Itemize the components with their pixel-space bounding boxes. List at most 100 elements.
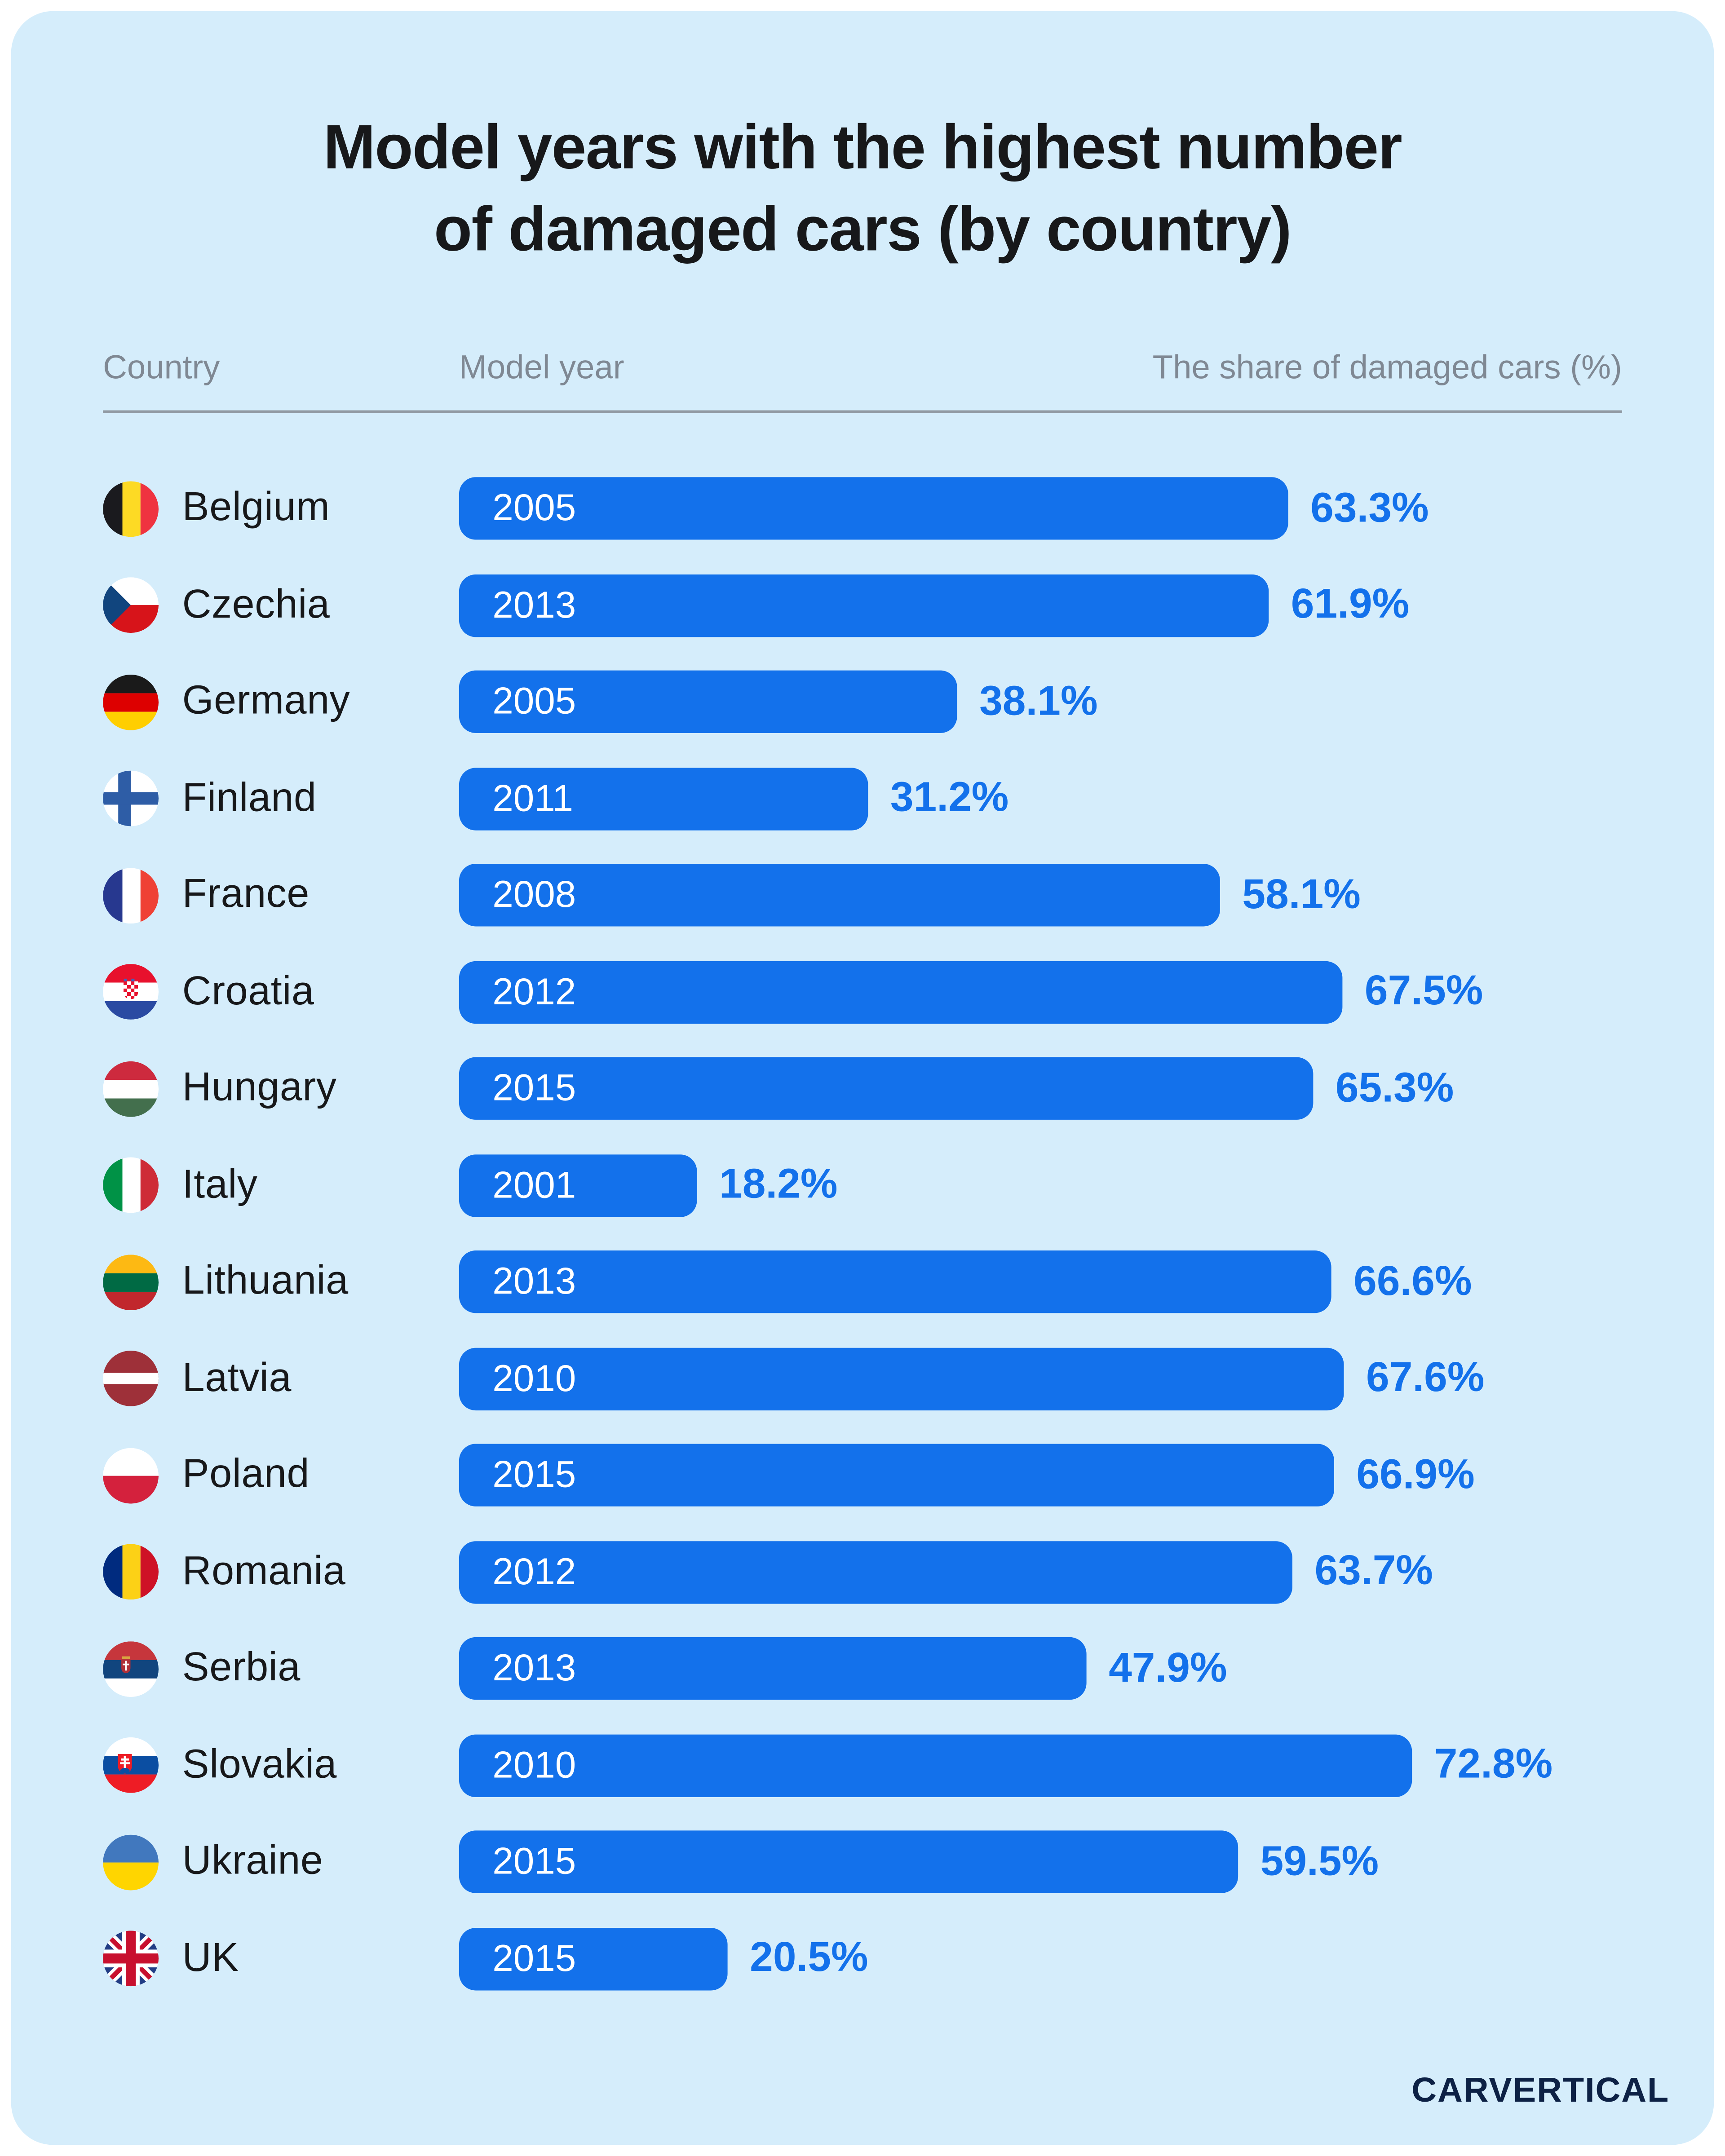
- bar-croatia: 2012: [459, 960, 1343, 1023]
- bar-latvia: 2010: [459, 1347, 1344, 1410]
- table-row-slovakia: Slovakia 2010 72.8%: [103, 1717, 1622, 1813]
- country-label: Ukraine: [182, 1839, 323, 1884]
- country-label: Lithuania: [182, 1259, 349, 1303]
- model-year-label: 2013: [492, 583, 576, 626]
- table-header-country: Country: [103, 349, 220, 387]
- model-year-label: 2008: [492, 873, 576, 915]
- country-label: Latvia: [182, 1355, 292, 1400]
- table-row-serbia: Serbia 2013 47.9%: [103, 1620, 1622, 1717]
- bar-chart: Belgium 2005 63.3% Czechia 2013 61.9% Ge…: [103, 460, 1622, 2007]
- hungary-flag-icon: [103, 1060, 159, 1117]
- model-year-label: 2015: [492, 1454, 576, 1496]
- model-year-label: 2012: [492, 1550, 576, 1592]
- bar-germany: 2005: [459, 670, 957, 733]
- share-value-label: 47.9%: [1109, 1645, 1227, 1691]
- table-row-france: France 2008 58.1%: [103, 847, 1622, 943]
- page-title: Model years with the highest number of d…: [103, 106, 1622, 271]
- share-value-label: 66.9%: [1356, 1451, 1475, 1498]
- share-value-label: 65.3%: [1335, 1065, 1454, 1111]
- bar-uk: 2015: [459, 1927, 728, 1990]
- share-value-label: 63.3%: [1310, 485, 1429, 531]
- share-value-label: 72.8%: [1434, 1741, 1553, 1788]
- share-value-label: 66.6%: [1353, 1258, 1472, 1304]
- country-label: Croatia: [182, 969, 314, 1014]
- czechia-flag-icon: [103, 577, 159, 633]
- bar-poland: 2015: [459, 1444, 1334, 1507]
- share-value-label: 18.2%: [719, 1161, 838, 1208]
- bar-slovakia: 2010: [459, 1734, 1412, 1797]
- table-row-belgium: Belgium 2005 63.3%: [103, 460, 1622, 557]
- model-year-label: 2005: [492, 680, 576, 722]
- country-label: Belgium: [182, 485, 330, 530]
- country-label: Romania: [182, 1549, 346, 1594]
- romania-flag-icon: [103, 1544, 159, 1600]
- model-year-label: 2010: [492, 1743, 576, 1785]
- table-row-czechia: Czechia 2013 61.9%: [103, 557, 1622, 654]
- belgium-flag-icon: [103, 481, 159, 536]
- model-year-label: 2015: [492, 1067, 576, 1109]
- table-row-ukraine: Ukraine 2015 59.5%: [103, 1814, 1622, 1910]
- bar-lithuania: 2013: [459, 1250, 1331, 1313]
- share-value-label: 20.5%: [750, 1935, 868, 1981]
- bar-serbia: 2013: [459, 1637, 1087, 1700]
- latvia-flag-icon: [103, 1351, 159, 1406]
- bar-italy: 2001: [459, 1153, 697, 1217]
- model-year-label: 2012: [492, 970, 576, 1012]
- model-year-label: 2013: [492, 1647, 576, 1689]
- bar-france: 2008: [459, 864, 1220, 927]
- slovakia-flag-icon: [103, 1737, 159, 1793]
- bar-belgium: 2005: [459, 477, 1288, 540]
- model-year-label: 2010: [492, 1357, 576, 1399]
- finland-flag-icon: [103, 770, 159, 826]
- table-row-hungary: Hungary 2015 65.3%: [103, 1040, 1622, 1137]
- table-row-germany: Germany 2005 38.1%: [103, 654, 1622, 750]
- table-row-uk: UK 2015 20.5%: [103, 1910, 1622, 2007]
- share-value-label: 38.1%: [979, 678, 1098, 724]
- poland-flag-icon: [103, 1447, 159, 1503]
- table-header-share: The share of damaged cars (%): [1152, 349, 1622, 387]
- model-year-label: 2005: [492, 486, 576, 529]
- country-label: Finland: [182, 775, 317, 820]
- table-row-croatia: Croatia 2012 67.5%: [103, 943, 1622, 1040]
- carvertical-logo: CARVERTICAL: [1411, 2071, 1670, 2110]
- model-year-label: 2013: [492, 1260, 576, 1302]
- ukraine-flag-icon: [103, 1834, 159, 1890]
- country-label: France: [182, 872, 310, 917]
- bar-ukraine: 2015: [459, 1830, 1238, 1893]
- country-label: Slovakia: [182, 1742, 337, 1787]
- share-value-label: 63.7%: [1314, 1548, 1433, 1594]
- table-header-model-year: Model year: [459, 349, 624, 387]
- uk-flag-icon: [103, 1931, 159, 1987]
- italy-flag-icon: [103, 1157, 159, 1213]
- table-row-romania: Romania 2012 63.7%: [103, 1524, 1622, 1620]
- share-value-label: 59.5%: [1260, 1838, 1379, 1884]
- table-row-lithuania: Lithuania 2013 66.6%: [103, 1233, 1622, 1330]
- share-value-label: 31.2%: [890, 775, 1009, 821]
- france-flag-icon: [103, 867, 159, 923]
- country-label: Poland: [182, 1452, 310, 1497]
- model-year-label: 2015: [492, 1937, 576, 1979]
- model-year-label: 2015: [492, 1840, 576, 1882]
- table-row-poland: Poland 2015 66.9%: [103, 1427, 1622, 1524]
- table-row-latvia: Latvia 2010 67.6%: [103, 1330, 1622, 1427]
- table-row-italy: Italy 2001 18.2%: [103, 1137, 1622, 1233]
- country-label: Hungary: [182, 1065, 337, 1110]
- page-title-line1: Model years with the highest number: [323, 111, 1402, 182]
- lithuania-flag-icon: [103, 1254, 159, 1310]
- share-value-label: 67.5%: [1364, 968, 1483, 1014]
- serbia-flag-icon: [103, 1640, 159, 1697]
- germany-flag-icon: [103, 674, 159, 730]
- page-title-line2: of damaged cars (by country): [433, 194, 1292, 265]
- bar-romania: 2012: [459, 1540, 1292, 1604]
- country-label: Italy: [182, 1162, 258, 1207]
- bar-finland: 2011: [459, 767, 868, 830]
- share-value-label: 58.1%: [1242, 871, 1361, 918]
- country-label: Germany: [182, 679, 350, 724]
- model-year-label: 2001: [492, 1163, 576, 1206]
- country-label: Serbia: [182, 1645, 301, 1690]
- share-value-label: 67.6%: [1366, 1355, 1485, 1401]
- country-label: Czechia: [182, 582, 330, 627]
- country-label: UK: [182, 1935, 239, 1980]
- table-header-row: Country Model year The share of damaged …: [103, 349, 1622, 413]
